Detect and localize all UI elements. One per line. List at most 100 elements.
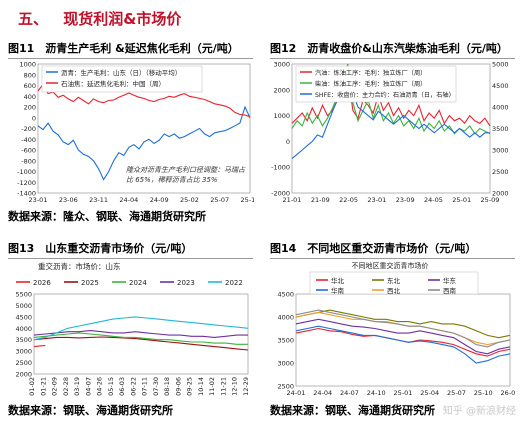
section-number: 五、 [18,10,49,28]
inner-title: 重交沥青：市场价：山东 [38,261,121,271]
legend-label: 2022 [225,279,243,287]
fig12-title: 图12 沥青收盘价&山东汽柴炼油毛利（元/吨） [270,42,508,55]
y-tick-label: -1000 [271,164,290,172]
x-tick-label: 12-10 [231,377,239,396]
x-tick-label: 08-18 [163,377,171,396]
y-tick-label: 2500 [277,383,294,391]
watermark: 知乎 @新浪财经 [442,406,516,417]
y-tick-label: 2000 [15,371,32,379]
x-tick-label: 23-11 [89,196,108,204]
y-tick-label: -1400 [17,190,36,198]
x-tick-label: 25-01 [452,196,471,204]
x-tick-label: 25-10 [474,389,493,397]
y-tick-label: 1000 [19,61,36,69]
series-line-沥青：生产毛利：山东（日）（移动平均） [37,105,251,181]
legend-label: 石油焦：延迟焦化毛利：中国（周） [61,79,165,88]
legend-label: 2025 [81,279,99,287]
fig14-title-rule [270,258,515,259]
fig14-chart: 2500 3000 3500 4000 4500 24-01 24-04 24-07 24-10… [277,261,516,397]
x-tick-label: 10-14 [197,377,205,396]
series-line-2022 [33,316,249,341]
x-tick-label: 23-09 [396,196,415,204]
plot-frame [295,293,511,387]
legend-label: 华东 [443,276,457,285]
y-tick-label: -800 [21,157,36,165]
series-line-华东 [295,318,511,355]
series-line-2025 [33,336,249,351]
x-tick-label: 26-01 [501,389,516,397]
y-tick-label: -2000 [271,190,290,198]
fig11-title-rule [8,58,253,59]
y-tick-label: -600 [21,147,36,155]
source-bottom-right: 数据来源：钢联、海通期货研究所 [270,404,435,417]
x-tick-label: 04-26 [96,377,104,396]
legend-label: SHFE：收盘价：主力合约：石油沥青（日，右轴） [315,91,455,99]
legend-label: 东北 [387,276,401,285]
x-tick-label: 06-03 [118,377,126,396]
x-tick-label: 25-09 [481,196,500,204]
x-tick-label: 25-02 [180,196,199,204]
y-right-tick-label: 2000 [492,190,509,198]
legend-label: 汽油：炼油工序：毛利：独立炼厂（周） [315,69,426,77]
y-right-tick-label: 3500 [492,125,509,133]
x-tick-label: 25-07 [210,196,229,204]
series-line-2026 [33,344,46,348]
annotation-text: 比 65%，稀释沥青占比 35% [126,176,218,184]
section-name: 现货利润&市场价 [63,10,182,28]
series-line-东北 [295,309,511,339]
x-tick-label: 23-06 [59,196,78,204]
y-tick-label: 4500 [15,313,32,321]
y-tick-label: 200 [24,104,36,112]
series-line-2023 [33,330,248,338]
x-tick-label: 07-30 [152,377,160,396]
legend-label: 2026 [33,279,51,287]
x-tick-label: 09-25 [186,377,194,396]
legend-label: 沥青：生产毛利：山东（日）（移动平均） [61,68,181,77]
legend-box [295,65,457,103]
y-right-tick-label: 3000 [492,147,509,155]
legend-label: 华北 [331,276,345,285]
x-tick-label: 03-19 [73,377,81,396]
x-tick-label: 06-22 [129,377,137,396]
y-tick-label: 600 [24,82,36,90]
y-right-tick-label: 2500 [492,168,509,176]
fig11-chart: -1400 -1200 -1000 -800 -600 -400 -200 0 200 400 60… [17,61,254,205]
x-tick-label: 25-07 [447,389,466,397]
fig11-title: 图11 沥青生产毛利 &延迟焦化毛利（元/吨） [8,42,239,55]
plot-frame [33,293,249,375]
y-tick-label: 4000 [277,314,294,322]
inner-title: 不同地区重交沥青市场价 [352,261,429,270]
fig12-title-rule [270,58,515,59]
x-tick-label: 11-02 [208,377,216,396]
y-tick-label: 5000 [15,302,32,310]
x-tick-label: 24-04 [313,389,332,397]
plot-frame [37,63,251,194]
y-tick-label: 3500 [15,336,32,344]
x-tick-label: 21-01 [283,196,302,204]
y-tick-label: -200 [21,125,36,133]
x-tick-label: 01-02 [28,377,36,396]
legend-box [309,271,479,295]
x-tick-label: 23-01 [29,196,48,204]
x-tick-label: 25-12 [241,196,254,204]
series-line-石油焦：延迟焦化毛利：中国（周） [37,83,251,118]
y-right-tick-label: 4000 [492,104,509,112]
y-tick-label: 800 [24,71,36,79]
y-tick-label: 3500 [277,337,294,345]
x-tick-label: 02-09 [51,377,59,396]
fig14-title: 图14 不同地区重交沥青市场价（元/吨） [270,242,477,255]
series-line-汽油：炼油工序：毛利：独立炼厂（周） [291,72,491,127]
y-right-tick-label: 5000 [492,61,509,69]
x-tick-label: 09-06 [174,377,182,396]
source-bottom-left: 数据来源：钢联、海通期货研究所 [8,404,173,417]
y-tick-label: 3000 [277,360,294,368]
legend-label: 西南 [443,286,457,295]
x-tick-label: 01-21 [39,377,47,396]
x-tick-label: 25-04 [420,389,439,397]
x-tick-label: 21-09 [311,196,330,204]
y-tick-label: 2500 [15,359,32,367]
x-tick-label: 05-15 [107,377,115,396]
fig13-title-rule [8,258,253,259]
annotation-text: 隆众对沥青生产毛利口径调整：马瑞占 [126,166,246,174]
y-tick-label: 4000 [15,325,32,333]
